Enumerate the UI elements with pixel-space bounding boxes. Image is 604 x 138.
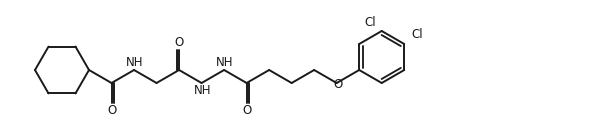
Text: O: O <box>107 104 116 116</box>
Text: O: O <box>333 78 342 91</box>
Text: O: O <box>242 104 251 116</box>
Text: O: O <box>175 36 184 50</box>
Text: NH: NH <box>194 83 211 96</box>
Text: Cl: Cl <box>411 29 423 42</box>
Text: NH: NH <box>216 56 234 70</box>
Text: NH: NH <box>126 56 144 70</box>
Text: Cl: Cl <box>364 15 376 29</box>
